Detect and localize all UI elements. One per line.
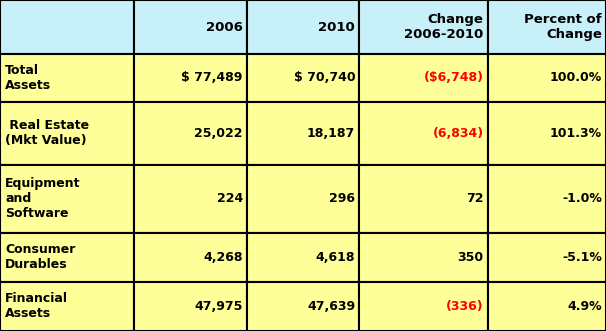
Text: Equipment
and
Software: Equipment and Software bbox=[5, 177, 81, 220]
Bar bbox=[247, 54, 359, 102]
Text: 101.3%: 101.3% bbox=[550, 126, 602, 140]
Bar bbox=[135, 54, 247, 102]
Bar bbox=[488, 54, 606, 102]
Bar bbox=[0, 282, 135, 331]
Text: Total
Assets: Total Assets bbox=[5, 64, 51, 92]
Bar bbox=[0, 233, 135, 282]
Bar bbox=[488, 233, 606, 282]
Text: 4,268: 4,268 bbox=[204, 251, 243, 264]
Text: 47,975: 47,975 bbox=[195, 300, 243, 313]
Bar bbox=[247, 102, 359, 165]
Text: 72: 72 bbox=[466, 192, 484, 205]
Bar bbox=[359, 0, 488, 54]
Bar bbox=[135, 233, 247, 282]
Bar bbox=[359, 233, 488, 282]
Bar bbox=[359, 54, 488, 102]
Text: 18,187: 18,187 bbox=[307, 126, 355, 140]
Bar bbox=[0, 102, 135, 165]
Bar bbox=[135, 0, 247, 54]
Text: -5.1%: -5.1% bbox=[562, 251, 602, 264]
Text: 350: 350 bbox=[458, 251, 484, 264]
Text: ($6,748): ($6,748) bbox=[424, 71, 484, 84]
Bar bbox=[0, 165, 135, 233]
Text: 296: 296 bbox=[329, 192, 355, 205]
Bar bbox=[488, 102, 606, 165]
Bar bbox=[247, 282, 359, 331]
Bar bbox=[0, 54, 135, 102]
Text: $ 77,489: $ 77,489 bbox=[181, 71, 243, 84]
Bar bbox=[359, 165, 488, 233]
Bar bbox=[135, 102, 247, 165]
Text: 2006: 2006 bbox=[206, 21, 243, 34]
Bar bbox=[247, 0, 359, 54]
Text: 47,639: 47,639 bbox=[307, 300, 355, 313]
Bar bbox=[488, 165, 606, 233]
Bar bbox=[135, 282, 247, 331]
Bar bbox=[488, 0, 606, 54]
Text: $ 70,740: $ 70,740 bbox=[293, 71, 355, 84]
Bar bbox=[0, 0, 135, 54]
Text: 4.9%: 4.9% bbox=[567, 300, 602, 313]
Bar bbox=[247, 233, 359, 282]
Text: -1.0%: -1.0% bbox=[562, 192, 602, 205]
Bar bbox=[359, 282, 488, 331]
Text: Financial
Assets: Financial Assets bbox=[5, 293, 68, 320]
Bar bbox=[247, 165, 359, 233]
Bar bbox=[135, 165, 247, 233]
Text: Percent of
Change: Percent of Change bbox=[524, 13, 602, 41]
Text: (6,834): (6,834) bbox=[433, 126, 484, 140]
Text: Change
2006-2010: Change 2006-2010 bbox=[404, 13, 484, 41]
Text: 224: 224 bbox=[216, 192, 243, 205]
Text: Consumer
Durables: Consumer Durables bbox=[5, 243, 75, 271]
Text: Real Estate
(Mkt Value): Real Estate (Mkt Value) bbox=[5, 119, 89, 147]
Text: 100.0%: 100.0% bbox=[550, 71, 602, 84]
Text: 4,618: 4,618 bbox=[316, 251, 355, 264]
Text: (336): (336) bbox=[446, 300, 484, 313]
Text: 25,022: 25,022 bbox=[195, 126, 243, 140]
Text: 2010: 2010 bbox=[318, 21, 355, 34]
Bar bbox=[359, 102, 488, 165]
Bar bbox=[488, 282, 606, 331]
